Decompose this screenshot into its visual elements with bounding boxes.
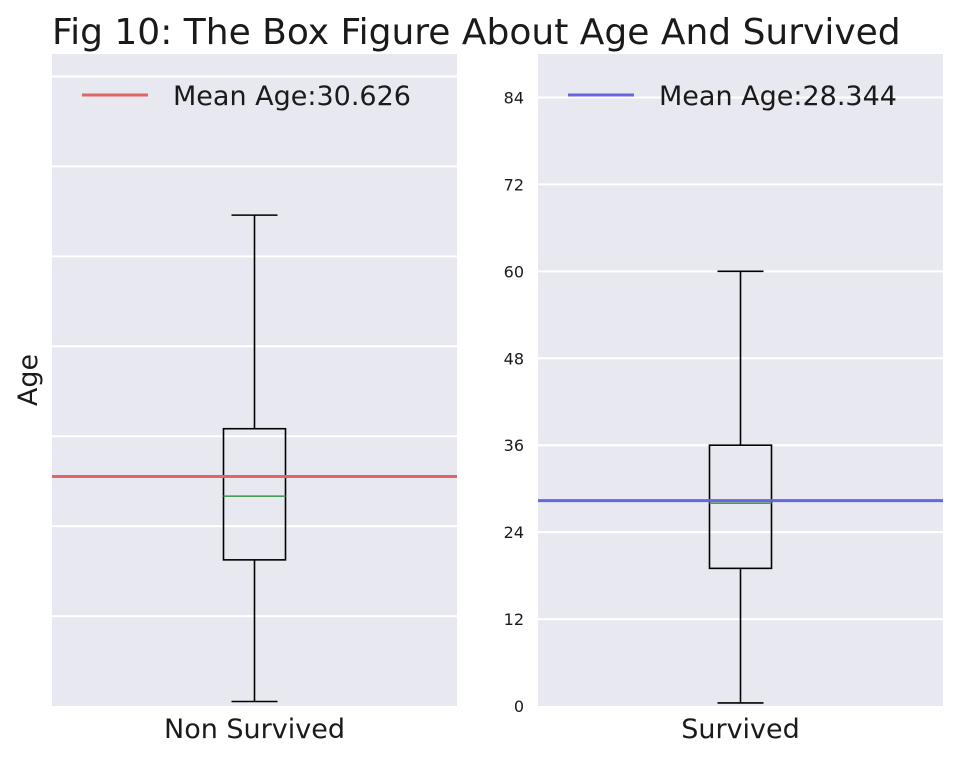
panel-survived: 0 12 24 36 48 60 72 84 Survived Mean Age:28.344 [504, 54, 943, 745]
panel-non-survived: Non Survived Mean Age:30.626 [52, 54, 457, 745]
y-tick-label: 36 [504, 436, 524, 455]
y-tick-label: 0 [514, 697, 524, 716]
legend-label: Mean Age:28.344 [659, 81, 897, 112]
y-tick-label: 48 [504, 349, 524, 368]
y-tick-label: 12 [504, 610, 524, 629]
x-tick-label: Non Survived [164, 714, 345, 745]
y-axis-label: Age [13, 354, 44, 406]
figure-title: Fig 10: The Box Figure About Age And Sur… [52, 12, 901, 53]
y-tick-label: 60 [504, 262, 524, 281]
interquartile-box [708, 444, 773, 570]
legend-label: Mean Age:30.626 [173, 81, 411, 112]
y-tick-label: 84 [504, 88, 524, 107]
interquartile-box [222, 427, 287, 561]
y-tick-label: 72 [504, 175, 524, 194]
y-tick-label: 24 [504, 523, 524, 542]
x-tick-label: Survived [681, 714, 800, 745]
